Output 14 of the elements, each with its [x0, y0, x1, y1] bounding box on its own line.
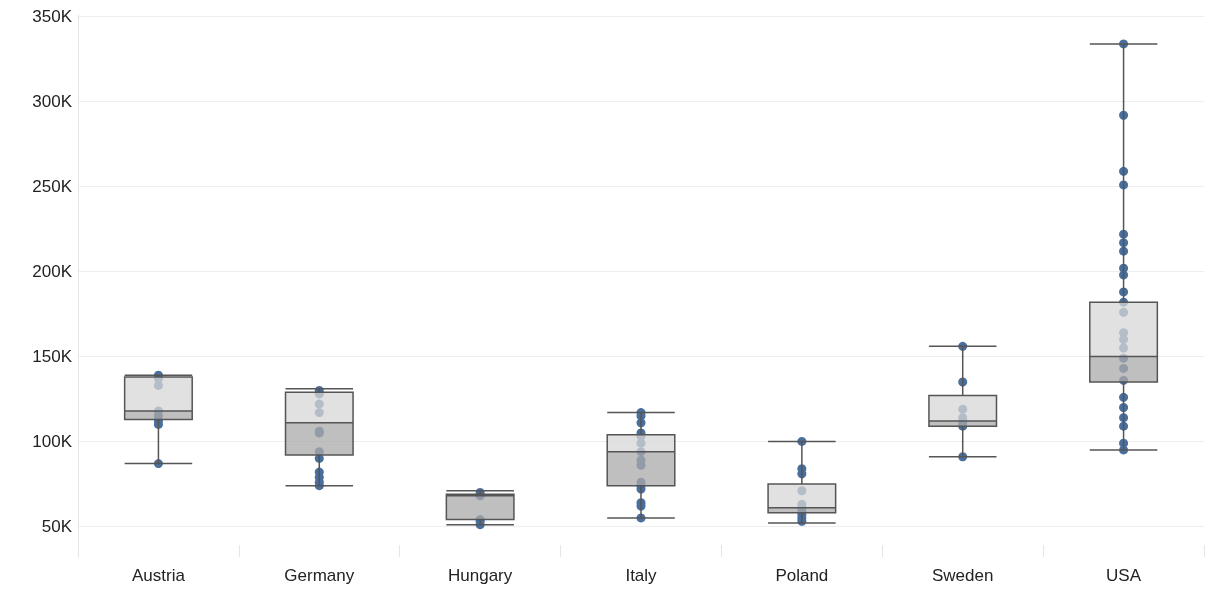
x-tick-label: Poland	[775, 566, 829, 585]
y-tick-label: 100K	[32, 431, 73, 451]
y-tick-label: 200K	[32, 262, 73, 282]
y-tick-label: 250K	[32, 177, 73, 197]
x-tick-label: USA	[1106, 566, 1142, 585]
y-tick-label: 50K	[41, 516, 73, 536]
x-tick-label: Italy	[625, 566, 658, 585]
x-tick-label: Hungary	[448, 566, 513, 585]
x-tick-label: Austria	[131, 566, 186, 585]
x-tick-label: Sweden	[932, 566, 994, 585]
x-tick-label: Germany	[284, 566, 355, 585]
y-tick-label: 150K	[32, 347, 73, 367]
y-tick-label: 300K	[32, 92, 73, 112]
y-tick-label: 350K	[32, 7, 73, 27]
